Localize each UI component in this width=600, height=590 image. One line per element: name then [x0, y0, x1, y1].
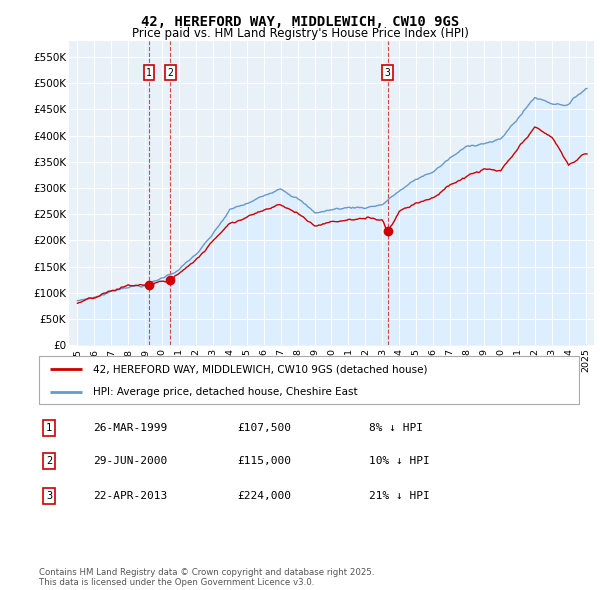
Text: 26-MAR-1999: 26-MAR-1999 [93, 423, 167, 432]
Text: Contains HM Land Registry data © Crown copyright and database right 2025.
This d: Contains HM Land Registry data © Crown c… [39, 568, 374, 587]
Text: 3: 3 [46, 491, 52, 500]
Text: 8% ↓ HPI: 8% ↓ HPI [369, 423, 423, 432]
Text: Price paid vs. HM Land Registry's House Price Index (HPI): Price paid vs. HM Land Registry's House … [131, 27, 469, 40]
Text: 21% ↓ HPI: 21% ↓ HPI [369, 491, 430, 500]
Text: £107,500: £107,500 [237, 423, 291, 432]
Text: 2: 2 [46, 457, 52, 466]
FancyBboxPatch shape [39, 356, 579, 404]
Text: 1: 1 [146, 68, 152, 78]
Text: HPI: Average price, detached house, Cheshire East: HPI: Average price, detached house, Ches… [93, 387, 358, 397]
Text: 3: 3 [385, 68, 391, 78]
Text: 29-JUN-2000: 29-JUN-2000 [93, 457, 167, 466]
Text: 22-APR-2013: 22-APR-2013 [93, 491, 167, 500]
Text: 1: 1 [46, 423, 52, 432]
Text: 42, HEREFORD WAY, MIDDLEWICH, CW10 9GS: 42, HEREFORD WAY, MIDDLEWICH, CW10 9GS [141, 15, 459, 29]
Text: 42, HEREFORD WAY, MIDDLEWICH, CW10 9GS (detached house): 42, HEREFORD WAY, MIDDLEWICH, CW10 9GS (… [93, 364, 427, 374]
Text: 2: 2 [167, 68, 173, 78]
Text: £115,000: £115,000 [237, 457, 291, 466]
Text: £224,000: £224,000 [237, 491, 291, 500]
Text: 10% ↓ HPI: 10% ↓ HPI [369, 457, 430, 466]
